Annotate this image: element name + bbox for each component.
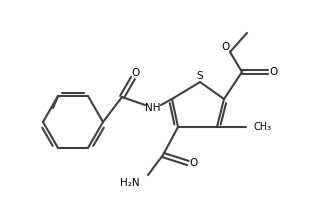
Text: O: O xyxy=(190,158,198,168)
Text: O: O xyxy=(132,68,140,78)
Text: O: O xyxy=(221,42,229,52)
Text: NH: NH xyxy=(145,103,161,113)
Text: CH₃: CH₃ xyxy=(254,122,272,132)
Text: S: S xyxy=(197,71,203,81)
Text: H₂N: H₂N xyxy=(121,178,140,188)
Text: O: O xyxy=(270,67,278,77)
